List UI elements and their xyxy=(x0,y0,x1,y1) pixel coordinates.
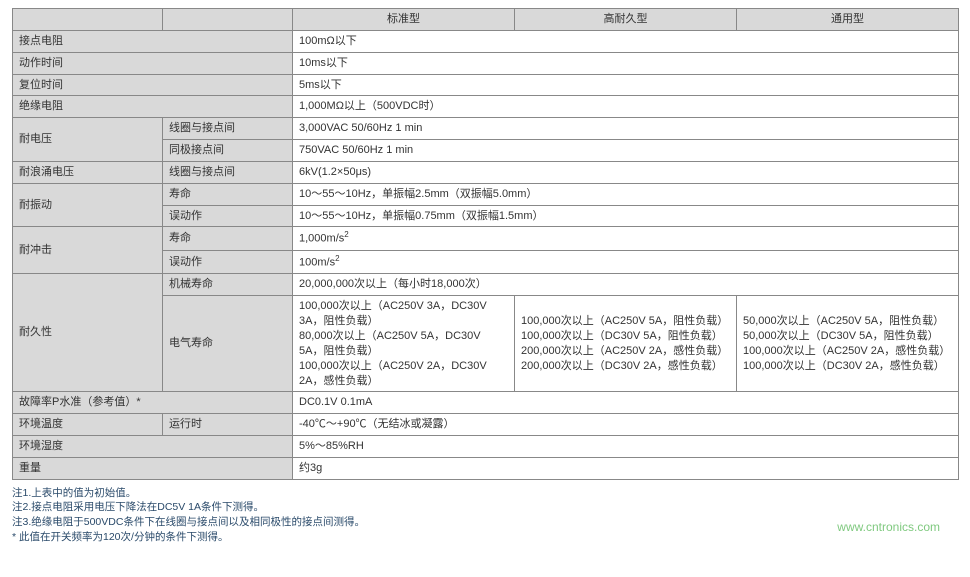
sublabel-mechanical: 机械寿命 xyxy=(163,274,293,296)
header-high-durability: 高耐久型 xyxy=(515,9,737,31)
note-3: 注3.绝缘电阻于500VDC条件下在线圈与接点间以及相同极性的接点间测得。 xyxy=(12,515,958,530)
value-insulation-resistance: 1,000MΩ以上（500VDC时） xyxy=(293,96,959,118)
sublabel-vibration-life: 寿命 xyxy=(163,183,293,205)
spec-table: 标准型 高耐久型 通用型 接点电阻 100mΩ以下 动作时间 10ms以下 复位… xyxy=(12,8,959,480)
note-1: 注1.上表中的值为初始值。 xyxy=(12,486,958,501)
label-vibration: 耐振动 xyxy=(13,183,163,227)
header-row: 标准型 高耐久型 通用型 xyxy=(13,9,959,31)
notes-block: 注1.上表中的值为初始值。 注2.接点电阻采用电压下降法在DC5V 1A条件下测… xyxy=(12,486,958,545)
row-durability-mech: 耐久性 机械寿命 20,000,000次以上（每小时18,000次） xyxy=(13,274,959,296)
row-contact-resistance: 接点电阻 100mΩ以下 xyxy=(13,30,959,52)
value-failure-rate: DC0.1V 0.1mA xyxy=(293,392,959,414)
value-release-time: 5ms以下 xyxy=(293,74,959,96)
sublabel-ambient-temp: 运行时 xyxy=(163,414,293,436)
row-vibration-life: 耐振动 寿命 10～55～10Hz，单振幅2.5mm（双振幅5.0mm） xyxy=(13,183,959,205)
row-operate-time: 动作时间 10ms以下 xyxy=(13,52,959,74)
value-surge: 6kV(1.2×50μs) xyxy=(293,161,959,183)
sublabel-vibration-malf: 误动作 xyxy=(163,205,293,227)
value-dielectric-coil: 3,000VAC 50/60Hz 1 min xyxy=(293,118,959,140)
value-vibration-life: 10～55～10Hz，单振幅2.5mm（双振幅5.0mm） xyxy=(293,183,959,205)
value-weight: 约3g xyxy=(293,457,959,479)
value-mechanical: 20,000,000次以上（每小时18,000次） xyxy=(293,274,959,296)
sublabel-surge: 线圈与接点间 xyxy=(163,161,293,183)
label-ambient-humidity: 环境湿度 xyxy=(13,436,293,458)
row-ambient-temp: 环境温度 运行时 -40℃～+90℃（无结冰或凝露） xyxy=(13,414,959,436)
header-general: 通用型 xyxy=(737,9,959,31)
label-shock: 耐冲击 xyxy=(13,227,163,274)
sublabel-electrical: 电气寿命 xyxy=(163,296,293,392)
row-shock-life: 耐冲击 寿命 1,000m/s2 xyxy=(13,227,959,251)
label-dielectric: 耐电压 xyxy=(13,118,163,162)
row-release-time: 复位时间 5ms以下 xyxy=(13,74,959,96)
label-insulation-resistance: 绝缘电阻 xyxy=(13,96,293,118)
value-electrical-gen: 50,000次以上（AC250V 5A，阻性负载）50,000次以上（DC30V… xyxy=(737,296,959,392)
label-surge: 耐浪涌电压 xyxy=(13,161,163,183)
watermark: www.cntronics.com xyxy=(837,520,940,534)
row-dielectric-coil: 耐电压 线圈与接点间 3,000VAC 50/60Hz 1 min xyxy=(13,118,959,140)
note-2: 注2.接点电阻采用电压下降法在DC5V 1A条件下测得。 xyxy=(12,500,958,515)
value-shock-malf: 100m/s2 xyxy=(293,250,959,274)
value-vibration-malf: 10～55～10Hz，单振幅0.75mm（双振幅1.5mm） xyxy=(293,205,959,227)
value-contact-resistance: 100mΩ以下 xyxy=(293,30,959,52)
value-shock-life: 1,000m/s2 xyxy=(293,227,959,251)
row-failure-rate: 故障率P水准（参考值）* DC0.1V 0.1mA xyxy=(13,392,959,414)
header-blank2 xyxy=(163,9,293,31)
row-insulation-resistance: 绝缘电阻 1,000MΩ以上（500VDC时） xyxy=(13,96,959,118)
header-blank1 xyxy=(13,9,163,31)
header-standard: 标准型 xyxy=(293,9,515,31)
label-release-time: 复位时间 xyxy=(13,74,293,96)
row-surge: 耐浪涌电压 线圈与接点间 6kV(1.2×50μs) xyxy=(13,161,959,183)
label-durability: 耐久性 xyxy=(13,274,163,392)
row-ambient-humidity: 环境湿度 5%～85%RH xyxy=(13,436,959,458)
sublabel-coil-contact: 线圈与接点间 xyxy=(163,118,293,140)
note-4: * 此值在开关频率为120次/分钟的条件下测得。 xyxy=(12,530,958,545)
sublabel-shock-life: 寿命 xyxy=(163,227,293,251)
label-operate-time: 动作时间 xyxy=(13,52,293,74)
value-ambient-humidity: 5%～85%RH xyxy=(293,436,959,458)
value-dielectric-same: 750VAC 50/60Hz 1 min xyxy=(293,140,959,162)
value-electrical-hd: 100,000次以上（AC250V 5A，阻性负载）100,000次以上（DC3… xyxy=(515,296,737,392)
row-weight: 重量 约3g xyxy=(13,457,959,479)
value-operate-time: 10ms以下 xyxy=(293,52,959,74)
label-failure-rate: 故障率P水准（参考值）* xyxy=(13,392,293,414)
label-contact-resistance: 接点电阻 xyxy=(13,30,293,52)
value-electrical-std: 100,000次以上（AC250V 3A，DC30V 3A，阻性负载）80,00… xyxy=(293,296,515,392)
sublabel-same-polarity: 同极接点间 xyxy=(163,140,293,162)
label-weight: 重量 xyxy=(13,457,293,479)
value-ambient-temp: -40℃～+90℃（无结冰或凝露） xyxy=(293,414,959,436)
label-ambient-temp: 环境温度 xyxy=(13,414,163,436)
sublabel-shock-malf: 误动作 xyxy=(163,250,293,274)
